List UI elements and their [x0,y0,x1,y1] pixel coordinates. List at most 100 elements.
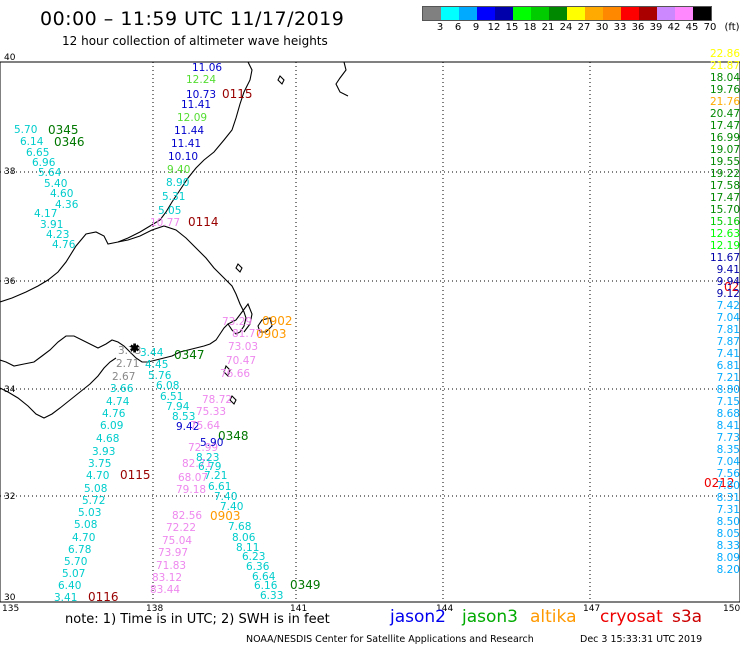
color-scale-label: 42 [667,22,681,33]
track-value: 4.68 [96,433,119,445]
color-scale-label: 33 [613,22,627,33]
track-value: 16.99 [709,132,740,144]
color-scale-label: 15 [505,22,519,33]
color-scale-bar [422,6,712,21]
lat-label-36: 36 [4,277,16,287]
track-value: 11.44 [174,125,204,137]
track-value: 2.71 [116,358,139,370]
time-label: 0903 [210,509,241,523]
track-value: 83.44 [150,584,180,596]
track-value: 4.70 [72,532,95,544]
color-swatch [567,7,585,20]
track-value: 7.94 [166,401,190,413]
track-value: 21.76 [709,96,740,108]
page-title: 00:00 – 11:59 UTC 11/17/2019 [40,8,345,30]
page-subtitle: 12 hour collection of altimeter wave hei… [62,34,328,48]
lat-labels: 40 38 36 34 32 30 [4,53,16,603]
track-value: 12.19 [709,240,740,252]
color-swatch [477,7,495,20]
color-swatch [693,7,711,20]
cross-marker-icon: ✱ [130,342,139,355]
track-value: 79.18 [176,484,206,496]
color-swatch [495,7,513,20]
track-value: 5.70 [14,124,37,136]
track-value: 7.15 [716,396,740,408]
time-label: 0346 [54,135,85,149]
color-scale-label: 6 [454,22,462,33]
track-value: 15.16 [709,216,740,228]
track-value: 5.07 [62,568,85,580]
track-value: 8.53 [172,411,195,423]
track-value: 6.36 [246,561,270,573]
satellite-legend-altika: altika [530,607,577,627]
track-value: 8.50 [716,516,740,528]
track-value: 7.80 [716,480,740,492]
track-value: 17.47 [709,192,740,204]
time-label: 0345 [48,123,79,137]
track-value: 4.70 [86,470,109,482]
color-scale-label: 18 [523,22,537,33]
track-value: 11.41 [171,138,201,150]
track-value: 7.40 [214,491,237,503]
track-value: 20.47 [709,108,740,120]
track-value: 8.09 [716,552,740,564]
track-value: 6.81 [716,360,740,372]
color-swatch [585,7,603,20]
track-value: 8.20 [716,564,740,576]
color-scale-label: 9 [472,22,480,33]
track-value: 19.55 [709,156,740,168]
track-value: 3.75 [88,458,111,470]
track-value: 9.40 [167,164,190,176]
track-value: 6.09 [100,420,123,432]
north-times: 0115 0114 [188,87,253,229]
track-value: 19.76 [709,84,740,96]
track-value: 10.77 [150,217,180,229]
track-value: 7.04 [716,312,740,324]
track-value: 5.03 [78,507,101,519]
track-value: 6.40 [58,580,81,592]
color-scale-label: 3 [436,22,444,33]
track-value: 4.36 [55,199,79,211]
track-value: 7.56 [716,468,740,480]
track-value: 12.09 [177,112,207,124]
track-value: 9.42 [176,421,199,433]
footer-note: note: 1) Time is in UTC; 2) SWH is in fe… [65,612,330,627]
track-value: 5.76 [148,370,172,382]
track-value: 11.41 [181,99,211,111]
track-value: 7.40 [220,501,243,513]
track-value: 72.22 [166,522,196,534]
time-label: 0116 [88,590,119,604]
track-value: 5.05 [158,205,181,217]
track-value: 3.41 [54,592,77,604]
color-scale-label: 70 [703,22,717,33]
track-value: 12.63 [709,228,740,240]
right-track-column: 22.86 21.87 18.04 19.76 21.76 20.47 17.47 16.99… [676,48,740,576]
coastline [0,61,349,419]
track-value: 6.14 [20,136,44,148]
track-value: 73.97 [158,547,188,559]
time-label: 0114 [188,215,219,229]
color-scale-unit: (ft) [724,22,740,33]
track-value: 7.87 [716,336,740,348]
track-value: 5.40 [44,178,67,190]
track-value: 8.90 [166,177,189,189]
lat-label-34: 34 [4,385,16,395]
track-value: 3.44 [140,347,164,359]
lon-label-147: 147 [583,604,600,614]
lon-label-141: 141 [290,604,307,614]
lon-label-138: 138 [146,604,163,614]
track-value: 6.16 [254,580,278,592]
time-label: 02 [724,280,739,294]
track-value: 8.05 [716,528,740,540]
timestamp: Dec 3 15:33:31 UTC 2019 [580,634,703,645]
color-scale-label: 27 [577,22,591,33]
time-label: 0349 [290,578,321,592]
track-value: 3.66 [110,383,134,395]
time-label: 0115 [222,87,253,101]
track-value: 9.12 [716,288,740,300]
satellite-legend-s3a: s3a [672,607,703,627]
track-value: 5.31 [162,191,185,203]
track-value: 68.07 [178,472,208,484]
lat-label-30: 30 [4,593,16,603]
time-label: 0212 [704,476,735,490]
